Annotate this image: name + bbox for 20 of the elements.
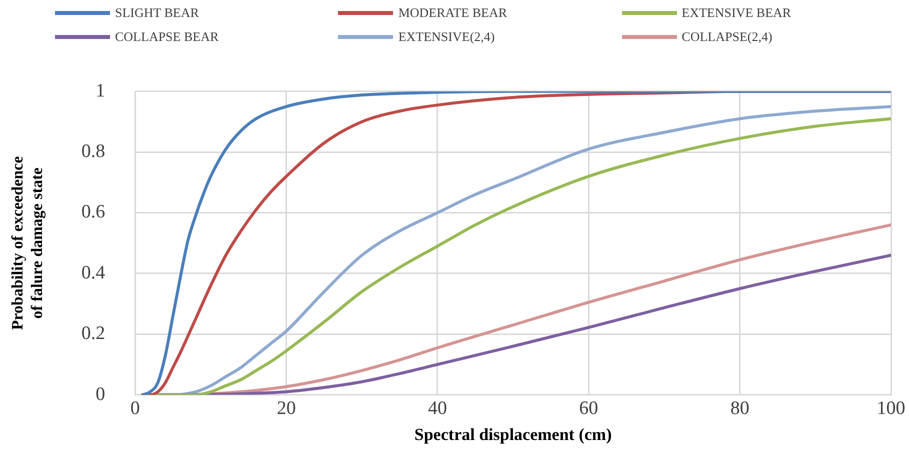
y-tick-label: 0.6 (81, 202, 106, 223)
y-tick-label: 0.8 (81, 141, 106, 162)
x-tick-label: 40 (428, 398, 447, 420)
y-tick-label: 1 (96, 80, 106, 102)
y-tick-label: 0 (96, 384, 106, 405)
y-tick-label: 0.4 (81, 262, 106, 284)
legend-label: EXTENSIVE BEAR (682, 5, 792, 21)
legend-label: SLIGHT BEAR (115, 5, 199, 21)
legend-label: COLLAPSE BEAR (115, 29, 219, 45)
legend-label: EXTENSIVE(2,4) (398, 29, 495, 45)
x-tick-label: 20 (276, 398, 296, 420)
legend-label: COLLAPSE(2,4) (682, 29, 772, 45)
y-axis-title: Probability of exceedence of falure damage state (10, 156, 46, 330)
legend-label: MODERATE BEAR (398, 5, 508, 21)
x-tick-label: 60 (579, 398, 598, 420)
x-tick-label: 0 (130, 398, 140, 420)
x-tick-label: 100 (876, 398, 906, 420)
y-tick-label: 0.2 (81, 323, 106, 344)
x-tick-label: 80 (730, 398, 750, 420)
x-axis-title: Spectral displacement (cm) (414, 425, 612, 444)
